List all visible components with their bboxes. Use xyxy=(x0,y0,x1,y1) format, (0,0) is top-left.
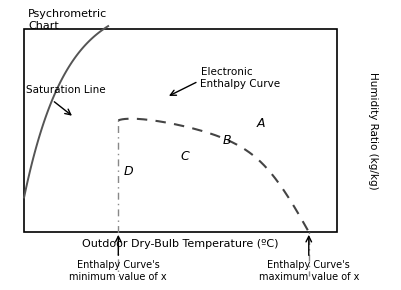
Bar xyxy=(24,29,337,232)
Text: A: A xyxy=(256,117,265,130)
Text: Enthalpy Curve's
minimum value of x: Enthalpy Curve's minimum value of x xyxy=(69,260,167,282)
Text: C: C xyxy=(180,150,189,163)
Text: Enthalpy Curve's
maximum value of x: Enthalpy Curve's maximum value of x xyxy=(259,260,359,282)
Text: D: D xyxy=(124,165,133,177)
Text: B: B xyxy=(222,134,231,147)
Text: Psychrometric
Chart: Psychrometric Chart xyxy=(28,9,107,31)
Text: Outdoor Dry-Bulb Temperature (ºC): Outdoor Dry-Bulb Temperature (ºC) xyxy=(82,239,279,249)
Text: Electronic
Enthalpy Curve: Electronic Enthalpy Curve xyxy=(200,67,281,89)
Text: Saturation Line: Saturation Line xyxy=(26,85,106,95)
Text: Humidity Ratio (kg/kg): Humidity Ratio (kg/kg) xyxy=(368,72,378,189)
